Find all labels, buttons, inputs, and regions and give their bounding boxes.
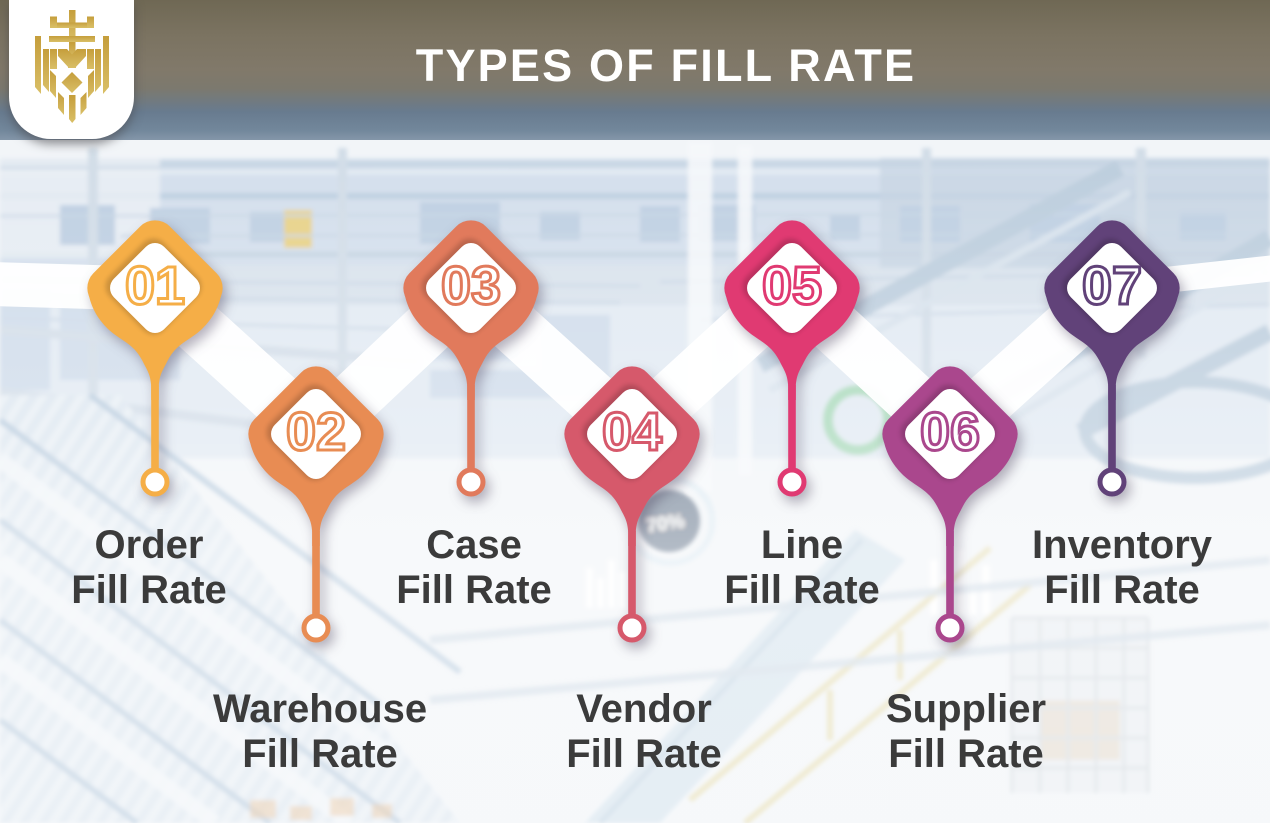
svg-text:07: 07	[1082, 256, 1142, 316]
svg-text:04: 04	[602, 402, 662, 462]
svg-text:06: 06	[920, 402, 980, 462]
svg-text:03: 03	[441, 256, 501, 316]
svg-text:05: 05	[762, 256, 822, 316]
svg-text:01: 01	[125, 256, 185, 316]
svg-text:02: 02	[286, 402, 346, 462]
